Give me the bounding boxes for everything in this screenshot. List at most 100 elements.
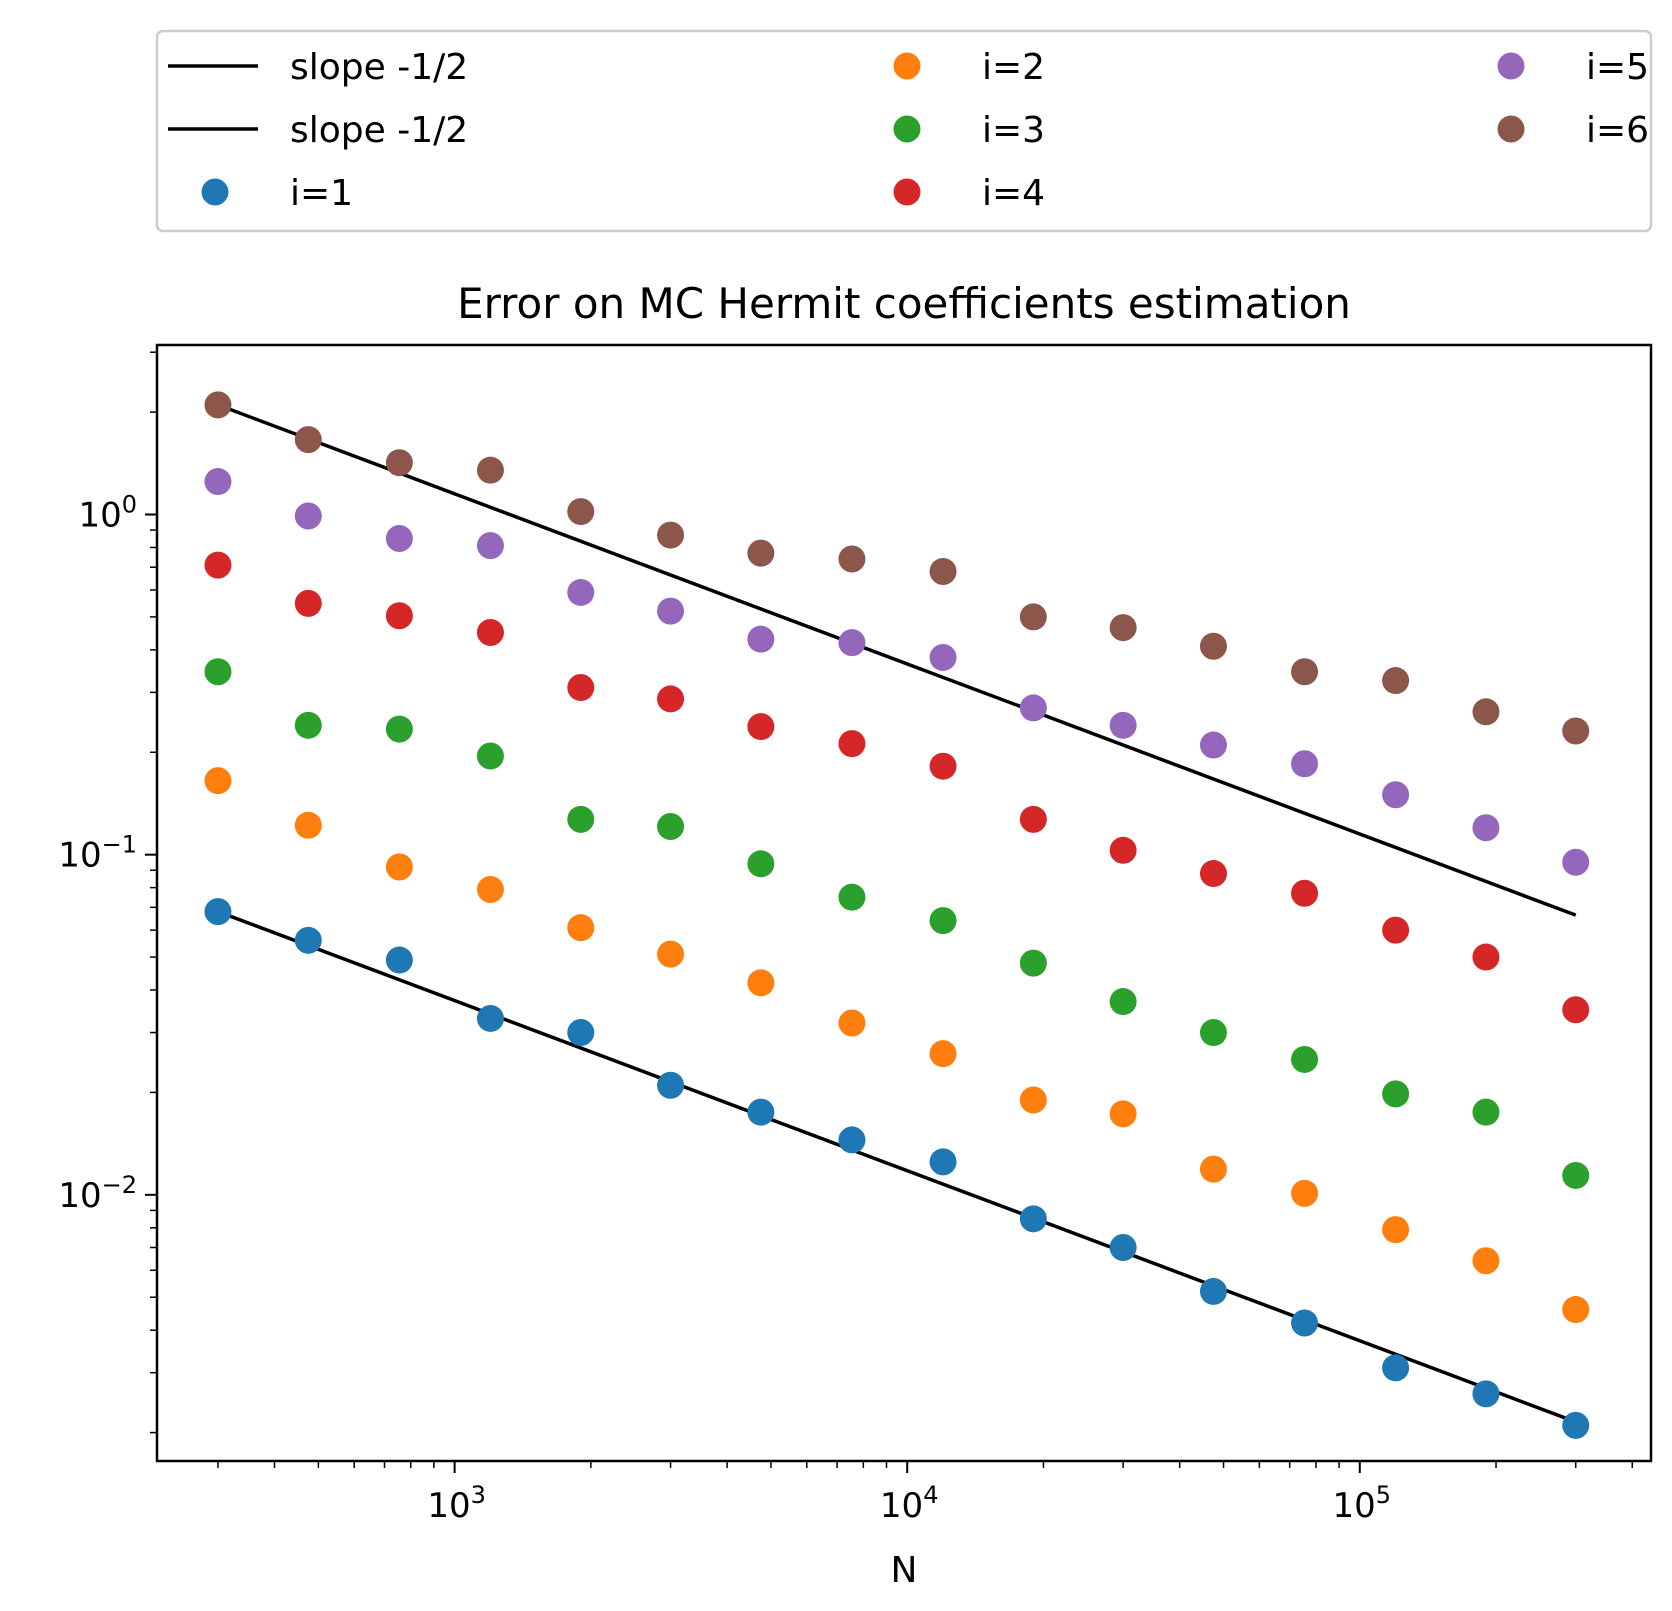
data-point (567, 674, 595, 702)
legend-label: i=4 (982, 173, 1045, 214)
data-point (1472, 943, 1500, 971)
data-point (929, 752, 957, 780)
data-point (1109, 711, 1137, 739)
legend: slope -1/2 slope -1/2 i=1 i=2 i=3 i=4 i=5 i=6 (155, 29, 1653, 233)
data-point (1109, 988, 1137, 1016)
y-tick-label-base: 10 (58, 836, 101, 876)
data-point (657, 597, 685, 625)
data-point (385, 449, 413, 477)
data-point (1291, 1045, 1319, 1073)
legend-entry: i=1 (201, 173, 353, 214)
data-point (929, 1148, 957, 1176)
data-point (838, 883, 866, 911)
legend-label: slope -1/2 (290, 110, 468, 151)
y-tick-label: 10−1 (58, 831, 137, 876)
data-point (1472, 1247, 1500, 1275)
data-point (1382, 1080, 1410, 1108)
data-point (1382, 1216, 1410, 1244)
chart-title: Error on MC Hermit coefficients estimati… (457, 279, 1351, 328)
legend-label: i=5 (1586, 47, 1649, 88)
data-point (747, 850, 775, 878)
data-point (929, 907, 957, 935)
legend-entry: i=3 (893, 110, 1045, 151)
data-point (747, 1098, 775, 1126)
data-point (1109, 836, 1137, 864)
y-tick-label-base: 10 (78, 496, 121, 536)
data-point (204, 658, 232, 686)
data-point (1291, 658, 1319, 686)
data-point (204, 551, 232, 579)
data-point (657, 813, 685, 841)
data-point (657, 685, 685, 713)
data-point (1562, 996, 1590, 1024)
data-point (385, 715, 413, 743)
y-tick-label-exponent: −1 (102, 831, 137, 859)
data-point (838, 629, 866, 657)
data-point (204, 898, 232, 926)
data-point (1562, 1161, 1590, 1189)
data-point (747, 969, 775, 997)
data-point (747, 625, 775, 653)
data-point (1562, 1411, 1590, 1439)
legend-label: i=1 (290, 173, 353, 214)
plot-area (157, 345, 1651, 1461)
data-point (1472, 698, 1500, 726)
series-i-3 (204, 658, 1590, 1189)
data-point (1562, 1296, 1590, 1324)
legend-entry: i=6 (1497, 110, 1649, 151)
data-point (1019, 1205, 1047, 1233)
data-point (1019, 603, 1047, 631)
data-point (1109, 1234, 1137, 1262)
data-point (1291, 1179, 1319, 1207)
data-point (657, 521, 685, 549)
legend-label: i=2 (982, 47, 1045, 88)
data-point (1199, 1155, 1227, 1183)
data-point (1382, 667, 1410, 695)
data-point (838, 1126, 866, 1154)
reference-lines (217, 403, 1577, 1424)
data-point (476, 875, 504, 903)
legend-dot-swatch (893, 178, 921, 206)
data-point (1562, 717, 1590, 745)
data-point (1019, 805, 1047, 833)
series-i-6 (204, 391, 1590, 745)
data-point (1291, 1309, 1319, 1337)
data-point (476, 532, 504, 560)
data-point (476, 618, 504, 646)
data-point (1562, 848, 1590, 876)
data-point (747, 539, 775, 567)
data-point (476, 456, 504, 484)
x-tick-label-exponent: 4 (923, 1481, 938, 1509)
x-tick-label-base: 10 (427, 1486, 470, 1526)
data-point (567, 805, 595, 833)
legend-dot-swatch (201, 178, 229, 206)
data-point (929, 643, 957, 671)
data-point (1199, 731, 1227, 759)
data-point (385, 602, 413, 630)
x-tick-label-exponent: 3 (471, 1481, 486, 1509)
data-point (385, 853, 413, 881)
x-tick-label-exponent: 5 (1376, 1481, 1391, 1509)
data-point (838, 1009, 866, 1037)
data-point (929, 557, 957, 585)
data-point (747, 713, 775, 741)
data-point (294, 711, 322, 739)
data-point (929, 1040, 957, 1068)
data-point (385, 525, 413, 553)
data-point (1382, 781, 1410, 809)
legend-dot-swatch (893, 115, 921, 143)
data-point (1019, 694, 1047, 722)
data-point (838, 545, 866, 573)
legend-label: i=6 (1586, 110, 1649, 151)
series-i-2 (204, 767, 1590, 1324)
data-point (385, 946, 413, 974)
y-tick-label-base: 10 (58, 1176, 101, 1216)
data-point (1472, 1098, 1500, 1126)
data-point (1291, 750, 1319, 778)
data-point (657, 940, 685, 968)
data-point (567, 914, 595, 942)
data-point (476, 742, 504, 770)
data-point (1199, 1277, 1227, 1305)
